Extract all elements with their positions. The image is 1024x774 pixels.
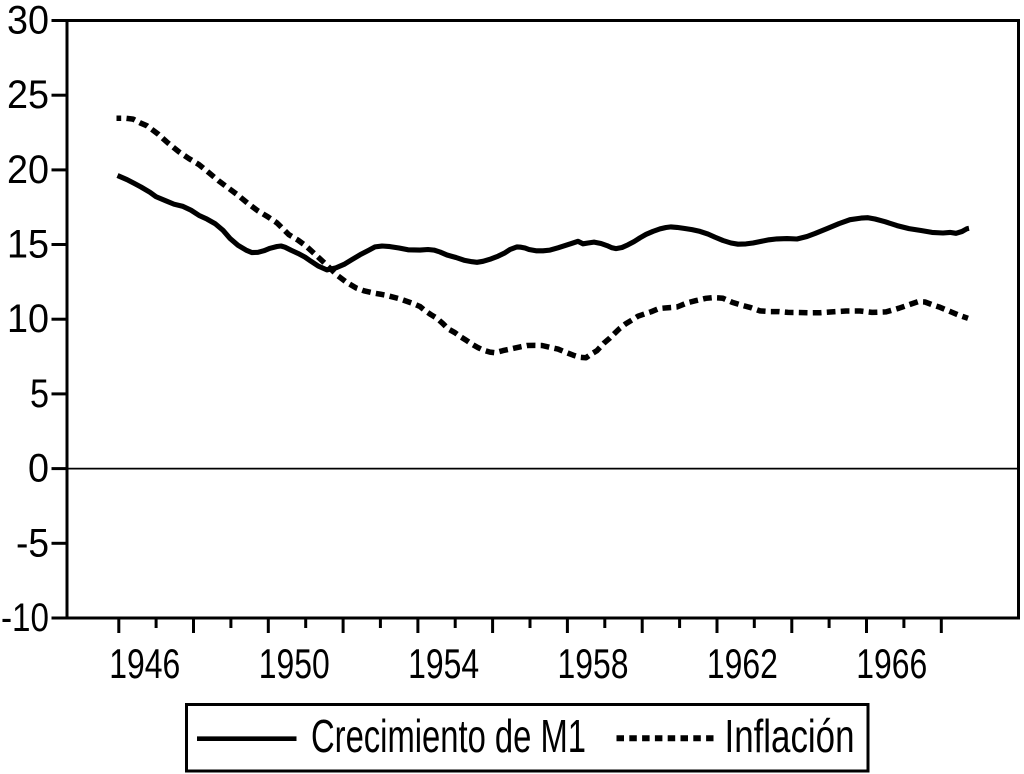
svg-text:0: 0: [28, 447, 49, 491]
svg-text:5: 5: [30, 372, 49, 416]
svg-text:10: 10: [7, 297, 49, 341]
svg-text:25: 25: [7, 73, 49, 117]
svg-text:30: 30: [7, 0, 49, 43]
svg-text:15: 15: [7, 223, 49, 267]
svg-text:Inflación: Inflación: [725, 710, 855, 762]
svg-text:1946: 1946: [109, 640, 180, 687]
svg-text:1958: 1958: [558, 640, 629, 687]
svg-text:1950: 1950: [259, 640, 330, 687]
svg-text:20: 20: [7, 148, 49, 192]
svg-text:-10: -10: [1, 596, 49, 640]
svg-text:1962: 1962: [707, 640, 778, 687]
svg-text:Crecimiento de M1: Crecimiento de M1: [311, 710, 586, 762]
svg-text:-5: -5: [16, 521, 49, 565]
svg-text:1966: 1966: [856, 640, 927, 687]
svg-text:1954: 1954: [408, 640, 479, 687]
